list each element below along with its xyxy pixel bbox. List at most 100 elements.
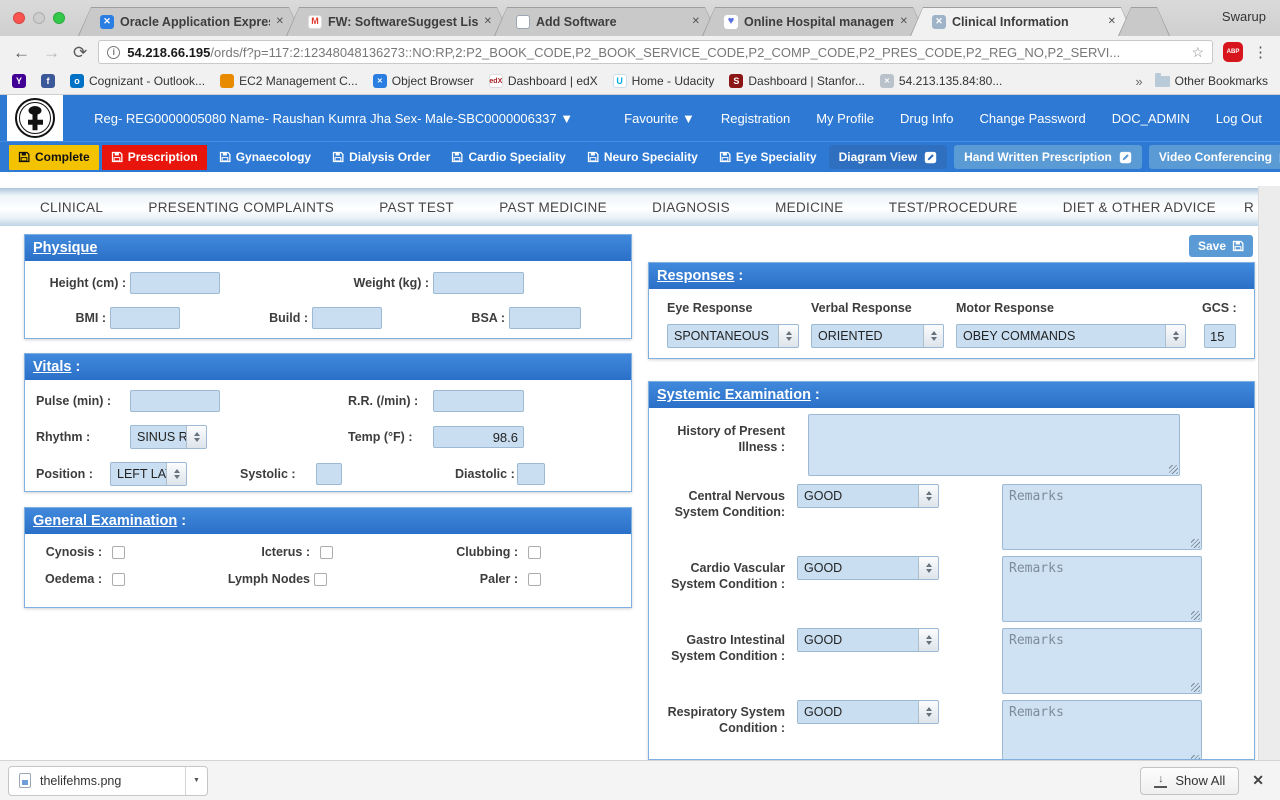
tab-diet-other-advice[interactable]: DIET & OTHER ADVICE xyxy=(1062,199,1216,215)
dialysis-order-button[interactable]: Dialysis Order xyxy=(323,145,439,170)
nav-change-password[interactable]: Change Password xyxy=(979,110,1086,126)
cns-remarks-textarea[interactable] xyxy=(1002,484,1202,550)
nav-my-profile[interactable]: My Profile xyxy=(816,110,874,126)
respiratory-remarks-textarea[interactable] xyxy=(1002,700,1202,759)
tab-medicine[interactable]: MEDICINE xyxy=(775,199,844,215)
other-bookmarks-button[interactable]: Other Bookmarks xyxy=(1154,72,1268,88)
browser-tab-add-software[interactable]: Add Software ✕ xyxy=(494,7,718,36)
bookmark-facebook[interactable]: f xyxy=(41,74,55,88)
close-download-bar-icon[interactable]: ✕ xyxy=(1252,772,1264,788)
patient-info-dropdown[interactable]: Reg- REG0000005080 Name- Raushan Kumra J… xyxy=(94,110,574,126)
rr-input[interactable] xyxy=(433,390,524,412)
lymph-nodes-checkbox[interactable] xyxy=(314,572,327,586)
hand-written-prescription-button[interactable]: Hand Written Prescription xyxy=(954,145,1142,169)
adblock-extension-icon[interactable]: ABP xyxy=(1223,42,1243,62)
bookmark-udacity[interactable]: U Home - Udacity xyxy=(612,74,714,88)
cns-condition-select[interactable]: GOOD xyxy=(797,484,939,508)
tab-clinical[interactable]: CLINICAL xyxy=(40,199,104,215)
systolic-label: Systolic : xyxy=(240,467,296,481)
rhythm-select[interactable]: SINUS RHYTHM xyxy=(130,425,207,449)
browser-menu-icon[interactable]: ⋮ xyxy=(1253,44,1268,61)
info-icon[interactable]: i xyxy=(107,45,121,59)
history-present-illness-textarea[interactable] xyxy=(808,414,1180,476)
bookmark-star-icon[interactable]: ☆ xyxy=(1191,43,1204,60)
eye-response-select[interactable]: SPONTANEOUS xyxy=(667,324,799,348)
url-input[interactable]: i 54.218.66.195 /ords/f?p=117:2:12348048… xyxy=(98,40,1213,64)
tab-presenting-complaints[interactable]: PRESENTING COMPLAINTS xyxy=(148,199,334,215)
back-icon[interactable]: ← xyxy=(13,42,30,62)
close-tab-icon[interactable]: ✕ xyxy=(691,16,700,27)
scrollbar[interactable] xyxy=(1258,186,1280,760)
icterus-checkbox[interactable] xyxy=(320,545,333,559)
cardio-vascular-condition-select[interactable]: GOOD xyxy=(797,556,939,580)
nav-doc-admin[interactable]: DOC_ADMIN xyxy=(1111,110,1190,126)
paler-checkbox[interactable] xyxy=(528,572,541,586)
nav-registration[interactable]: Registration xyxy=(720,110,791,126)
gcs-input[interactable] xyxy=(1204,324,1236,348)
prescription-button[interactable]: Prescription xyxy=(101,144,207,170)
browser-tab-hospital-management[interactable]: ♥ Online Hospital management ✕ xyxy=(702,7,926,36)
diastolic-input[interactable] xyxy=(517,463,545,485)
forward-icon[interactable]: → xyxy=(43,42,60,62)
minimize-window-button[interactable] xyxy=(33,12,45,24)
build-input[interactable] xyxy=(312,307,382,329)
tab-past-medicine[interactable]: PAST MEDICINE xyxy=(499,199,607,215)
browser-tab-oracle-apex[interactable]: ✕ Oracle Application Express ✕ xyxy=(78,7,302,36)
tab-diagnosis[interactable]: DIAGNOSIS xyxy=(652,199,730,215)
bookmark-outlook[interactable]: o Cognizant - Outlook... xyxy=(70,74,205,88)
bookmarks-overflow-icon[interactable]: » xyxy=(1135,73,1143,89)
position-select[interactable]: LEFT LATERAL xyxy=(110,462,187,486)
bsa-input[interactable] xyxy=(509,307,581,329)
complete-button[interactable]: Complete xyxy=(9,144,99,170)
show-all-downloads-button[interactable]: ↓ Show All xyxy=(1140,766,1240,795)
close-window-button[interactable] xyxy=(13,12,25,24)
reload-icon[interactable]: ⟳ xyxy=(73,42,88,62)
gynaecology-button[interactable]: Gynaecology xyxy=(210,145,320,170)
bookmark-object-browser[interactable]: ✕ Object Browser xyxy=(372,74,474,88)
new-tab-button[interactable] xyxy=(1118,7,1170,36)
nav-log-out[interactable]: Log Out xyxy=(1215,110,1262,126)
temp-input[interactable] xyxy=(433,426,524,448)
motor-response-select[interactable]: OBEY COMMANDS xyxy=(956,324,1186,348)
bookmark-yahoo[interactable]: Y xyxy=(12,74,26,88)
bookmark-ip-address[interactable]: ✕ 54.213.135.84:80... xyxy=(879,74,1002,88)
save-button[interactable]: Save xyxy=(1188,235,1253,257)
systolic-input[interactable] xyxy=(316,463,342,485)
download-item[interactable]: thelifehms.png ▼ xyxy=(8,765,208,796)
gmail-favicon-icon: M xyxy=(308,14,322,29)
weight-input[interactable] xyxy=(433,272,524,294)
download-item-menu-button[interactable]: ▼ xyxy=(185,766,207,795)
height-input[interactable] xyxy=(130,272,220,294)
close-tab-icon[interactable]: ✕ xyxy=(1107,16,1116,27)
gastro-intestinal-condition-select[interactable]: GOOD xyxy=(797,628,939,652)
browser-tab-gmail[interactable]: M FW: SoftwareSuggest Listing ✕ xyxy=(286,7,510,36)
respiratory-condition-select[interactable]: GOOD xyxy=(797,700,939,724)
bookmark-edx[interactable]: edX Dashboard | edX xyxy=(488,74,598,88)
nav-drug-info[interactable]: Drug Info xyxy=(900,110,954,126)
tab-test-procedure[interactable]: TEST/PROCEDURE xyxy=(888,199,1018,215)
oedema-checkbox[interactable] xyxy=(112,572,125,586)
cardio-vascular-remarks-textarea[interactable] xyxy=(1002,556,1202,622)
tab-partial[interactable]: R xyxy=(1244,199,1255,215)
browser-tab-clinical-information[interactable]: ✕ Clinical Information ✕ xyxy=(910,7,1134,36)
cynosis-checkbox[interactable] xyxy=(112,545,125,559)
tab-past-test[interactable]: PAST TEST xyxy=(379,199,454,215)
close-tab-icon[interactable]: ✕ xyxy=(275,16,284,27)
video-conferencing-button[interactable]: Video Conferencing xyxy=(1148,145,1280,169)
clubbing-checkbox[interactable] xyxy=(528,545,541,559)
pulse-input[interactable] xyxy=(130,390,220,412)
bookmark-stanford[interactable]: S Dashboard | Stanfor... xyxy=(729,74,865,88)
close-tab-icon[interactable]: ✕ xyxy=(899,16,908,27)
bmi-input[interactable] xyxy=(110,307,180,329)
close-tab-icon[interactable]: ✕ xyxy=(483,16,492,27)
cardio-speciality-button[interactable]: Cardio Speciality xyxy=(442,145,574,170)
neuro-speciality-button[interactable]: Neuro Speciality xyxy=(578,145,707,170)
eye-speciality-button[interactable]: Eye Speciality xyxy=(710,145,826,170)
diagram-view-button[interactable]: Diagram View xyxy=(828,145,948,169)
zoom-window-button[interactable] xyxy=(53,12,65,24)
browser-profile-name[interactable]: Swarup xyxy=(1221,9,1266,24)
nav-favourite[interactable]: Favourite ▼ xyxy=(624,110,695,126)
verbal-response-select[interactable]: ORIENTED xyxy=(811,324,944,348)
bookmark-ec2[interactable]: EC2 Management C... xyxy=(220,74,358,88)
gastro-intestinal-remarks-textarea[interactable] xyxy=(1002,628,1202,694)
